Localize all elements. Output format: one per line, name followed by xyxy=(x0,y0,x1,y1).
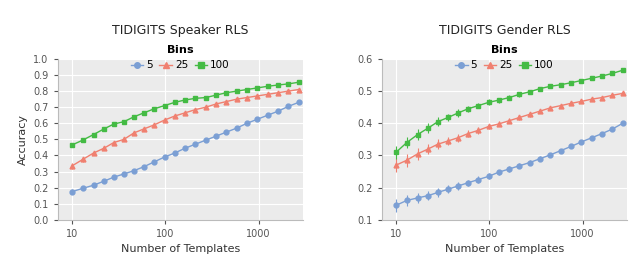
Title: TIDIGITS Gender RLS: TIDIGITS Gender RLS xyxy=(438,24,570,37)
Legend: 5, 25, 100: 5, 25, 100 xyxy=(131,43,230,70)
Y-axis label: Accuracy: Accuracy xyxy=(18,114,28,165)
X-axis label: Number of Templates: Number of Templates xyxy=(445,244,564,254)
X-axis label: Number of Templates: Number of Templates xyxy=(121,244,240,254)
Title: TIDIGITS Speaker RLS: TIDIGITS Speaker RLS xyxy=(112,24,248,37)
Legend: 5, 25, 100: 5, 25, 100 xyxy=(455,43,554,70)
